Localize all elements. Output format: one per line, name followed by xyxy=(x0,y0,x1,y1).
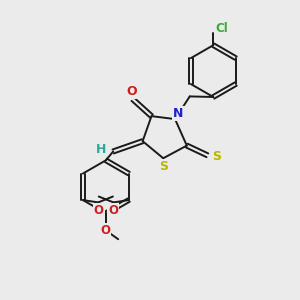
Text: Cl: Cl xyxy=(215,22,228,35)
Text: S: S xyxy=(212,150,221,163)
Text: O: O xyxy=(94,204,104,217)
Text: O: O xyxy=(108,204,118,217)
Text: O: O xyxy=(126,85,137,98)
Text: H: H xyxy=(96,142,106,156)
Text: S: S xyxy=(159,160,168,173)
Text: N: N xyxy=(173,107,184,120)
Text: O: O xyxy=(100,224,110,237)
